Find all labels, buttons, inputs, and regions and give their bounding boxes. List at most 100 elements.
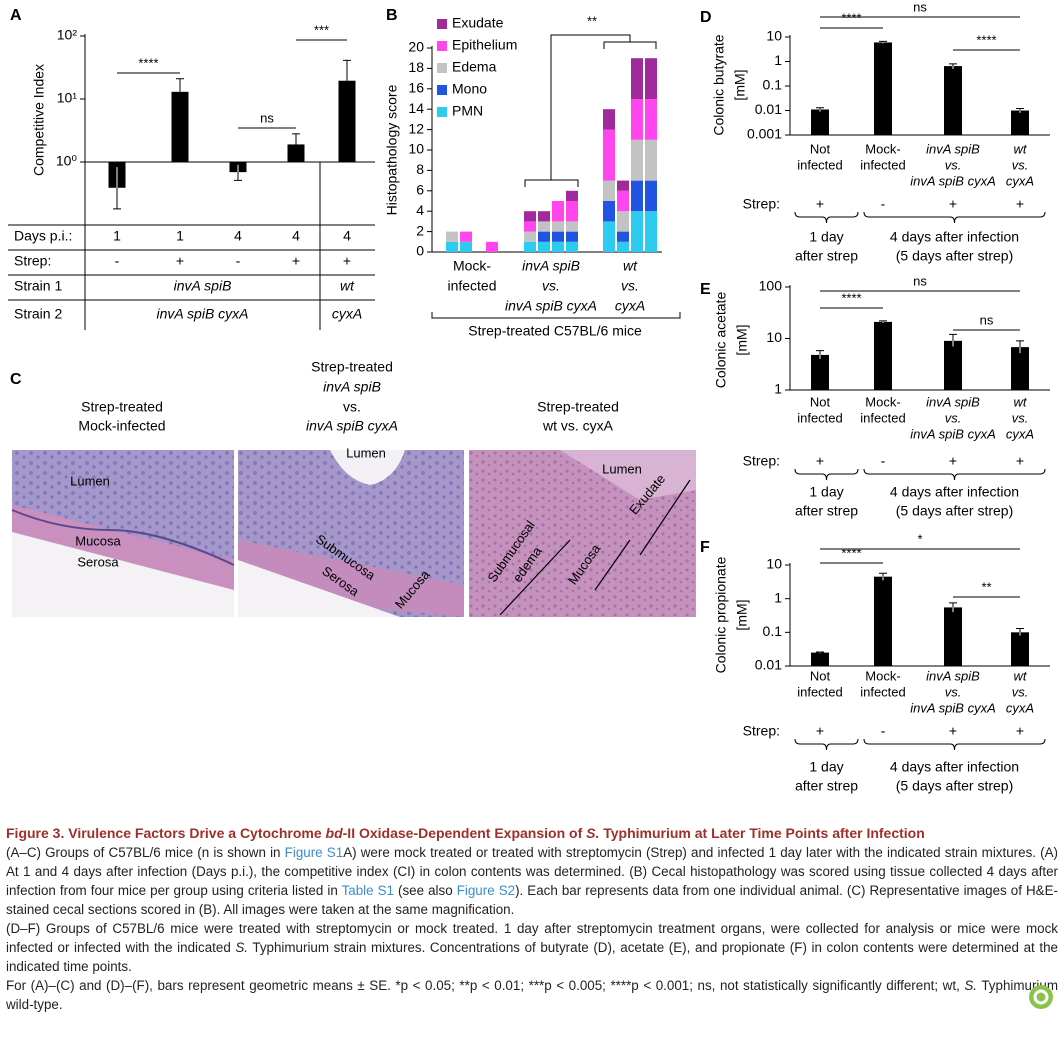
table-cell: 4 xyxy=(292,228,300,244)
bar-segment xyxy=(486,241,498,252)
image-heading: wt vs. cyxA xyxy=(542,418,614,434)
bar-segment xyxy=(645,211,657,252)
time-group-label: 1 day xyxy=(809,759,843,775)
bar-segment xyxy=(566,201,578,222)
bar-segment xyxy=(631,99,643,140)
significance-label: **** xyxy=(841,545,861,560)
panel-letter: A xyxy=(10,7,22,24)
legend-swatch xyxy=(437,107,447,117)
x-tick-label: cyxA xyxy=(1006,173,1034,188)
group-label: cyxA xyxy=(615,298,645,314)
strep-value: + xyxy=(1016,196,1024,212)
row-label: Strep: xyxy=(743,453,780,469)
image-label: Mucosa xyxy=(75,533,121,548)
significance-label: **** xyxy=(976,32,996,47)
y-axis-label: Histopathology score xyxy=(384,84,400,215)
y-tick-label: 0.01 xyxy=(755,101,782,117)
bar xyxy=(874,321,892,390)
bar-segment xyxy=(631,58,643,99)
bar-segment xyxy=(524,211,536,222)
time-group-label: 4 days after infection xyxy=(890,229,1019,245)
y-axis-label: Colonic propionate xyxy=(713,556,729,673)
group-label: infected xyxy=(447,278,496,294)
panel-letter: D xyxy=(700,9,712,26)
brace xyxy=(794,211,859,224)
x-tick-label: infected xyxy=(797,684,843,699)
x-tick-label: Mock- xyxy=(865,141,900,156)
y-tick-label: 16 xyxy=(408,80,424,96)
y-axis-label: [mM] xyxy=(732,69,748,100)
table-cell: - xyxy=(115,253,120,269)
bar xyxy=(811,354,829,390)
x-tick-label: Not xyxy=(810,394,831,409)
row-label: Days p.i.: xyxy=(14,228,72,244)
row-label: Strain 2 xyxy=(14,306,62,322)
bar-segment xyxy=(645,139,657,181)
y-tick-label: 8 xyxy=(416,161,424,177)
legend-swatch xyxy=(437,19,447,29)
error-bar xyxy=(879,572,887,581)
group-label: vs. xyxy=(621,278,639,294)
error-bar xyxy=(292,133,300,161)
table-cell: + xyxy=(343,253,351,269)
y-tick-label: 100 xyxy=(759,278,783,294)
brace xyxy=(863,211,1046,224)
y-tick-label: 10² xyxy=(57,27,78,43)
panel-letter: B xyxy=(386,7,398,24)
image-label: Serosa xyxy=(77,554,119,569)
y-tick-label: 10 xyxy=(766,329,782,345)
bar-segment xyxy=(552,241,564,252)
x-axis-label: Strep-treated C57BL/6 mice xyxy=(468,323,642,339)
x-tick-label: infected xyxy=(860,410,906,425)
text: Typhimurium strain mixtures. Concentrati… xyxy=(6,940,1058,974)
bar-segment xyxy=(603,129,615,181)
y-tick-label: 6 xyxy=(416,182,424,198)
error-bar xyxy=(343,59,351,110)
bar-segment xyxy=(552,201,564,222)
x-tick-label: infected xyxy=(797,410,843,425)
x-tick-label: infected xyxy=(797,157,843,172)
significance-label: *** xyxy=(314,22,329,37)
strep-value: + xyxy=(816,723,824,739)
x-tick-label: invA spiB cyxA xyxy=(910,700,996,715)
x-tick-label: wt xyxy=(1014,141,1028,156)
link[interactable]: Figure S1 xyxy=(284,845,344,860)
text: S. xyxy=(586,825,600,841)
time-group-label: (5 days after strep) xyxy=(896,778,1014,794)
bar-segment xyxy=(566,190,578,201)
bar-segment xyxy=(617,241,629,252)
bar xyxy=(811,109,829,135)
x-tick-label: infected xyxy=(860,157,906,172)
figure: C Strep-treated Mock-infected Strep-trea… xyxy=(8,0,1050,794)
micrograph-2 xyxy=(238,450,464,617)
bar-segment xyxy=(538,241,550,252)
x-tick-label: Not xyxy=(810,141,831,156)
x-tick-label: Not xyxy=(810,668,831,683)
caption-paragraph: (A–C) Groups of C57BL/6 mice (n is shown… xyxy=(6,843,1058,919)
link[interactable]: Table S1 xyxy=(341,883,394,898)
bar-segment xyxy=(524,221,536,232)
group-label: vs. xyxy=(542,278,560,294)
x-tick-label: vs. xyxy=(945,410,962,425)
bar xyxy=(944,66,962,135)
legend-swatch xyxy=(437,63,447,73)
brace xyxy=(794,468,859,481)
y-tick-label: 10⁰ xyxy=(56,153,78,169)
y-tick-label: 0 xyxy=(416,243,424,259)
text: S. xyxy=(235,940,249,955)
brace xyxy=(863,468,1046,481)
bar-segment xyxy=(524,241,536,252)
bar xyxy=(1011,347,1029,390)
y-axis-label: Colonic butyrate xyxy=(711,34,727,135)
bar-segment xyxy=(460,231,472,242)
x-tick-label: vs. xyxy=(945,684,962,699)
text: Typhimurium at Later Time Points after I… xyxy=(599,825,925,841)
significance-label: **** xyxy=(841,290,861,305)
x-tick-label: invA spiB xyxy=(926,668,980,683)
legend-label: PMN xyxy=(452,103,483,119)
y-axis-label: Competitive Index xyxy=(31,64,47,176)
y-axis-label: Colonic acetate xyxy=(713,292,729,389)
link[interactable]: Figure S2 xyxy=(456,883,516,898)
legend-swatch xyxy=(437,85,447,95)
text: S. xyxy=(964,978,978,993)
